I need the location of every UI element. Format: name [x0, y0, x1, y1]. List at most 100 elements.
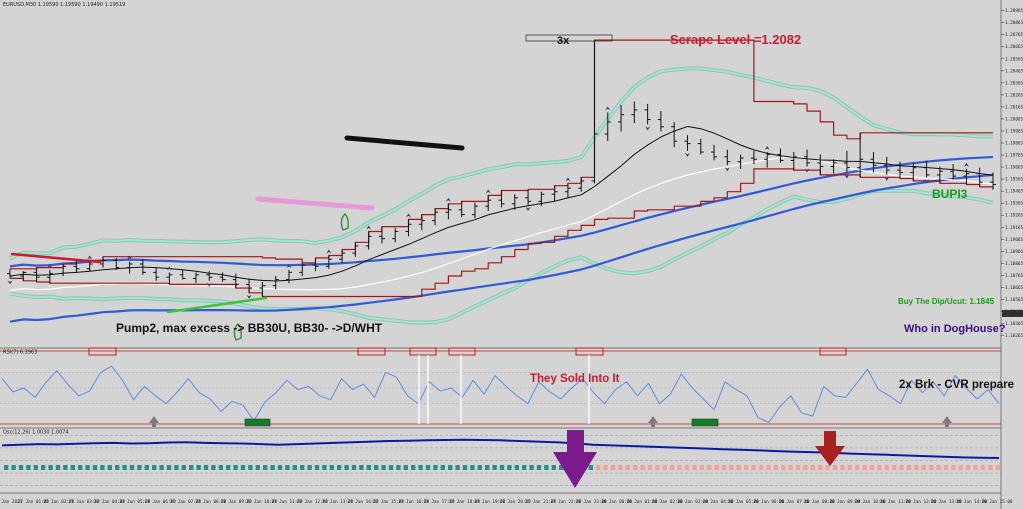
x-tick-label: 27 Jan 15:00: [373, 499, 404, 505]
x-tick-label: 27 Jan 13:00: [322, 499, 353, 505]
salmon-dot: [729, 465, 734, 470]
x-tick-label: 27 Jan 16:00: [398, 499, 429, 505]
fractal-arrow: [286, 263, 292, 268]
x-tick-label: 27 Jan 23:00: [576, 499, 607, 505]
x-tick-label: 28 Jan 13:00: [931, 499, 962, 505]
teal-dot: [551, 465, 556, 470]
overbought-box: [819, 347, 847, 356]
ohlc-bar: [166, 266, 173, 285]
teal-dot: [4, 465, 9, 470]
x-tick-label: 28 Jan 08:00: [804, 499, 835, 505]
ohlc-bar: [564, 177, 571, 198]
x-tick-label: 27 Jan 01:00: [18, 499, 49, 505]
salmon-dot: [847, 465, 852, 470]
fractal-arrow: [924, 179, 930, 184]
teal-dot: [492, 465, 497, 470]
salmon-dot: [692, 465, 697, 470]
y-tick-label: 1.18965: [1005, 249, 1023, 255]
teal-dot: [351, 465, 357, 470]
fractal-arrow: [7, 280, 13, 285]
fractal-arrow: [47, 263, 53, 268]
teal-dot: [440, 465, 445, 470]
red-down-arrow: [815, 431, 845, 466]
current-price-box: [1002, 310, 1023, 317]
up-arrow-marker: [149, 416, 159, 427]
axes: 1.20965 1.20865 1.20765 1.20665 1.20565 1.204…: [0, 8, 1023, 505]
ohlc-bar: [405, 213, 412, 237]
salmon-dot: [929, 465, 934, 470]
trendline-black: [344, 135, 465, 151]
teal-dot: [203, 465, 209, 470]
x-tick-label: 27 Jan 12:00: [297, 499, 328, 505]
x-tick-label: 27 Jan 17:00: [424, 499, 455, 505]
ohlc-bar: [458, 201, 465, 218]
salmon-dot: [951, 465, 956, 470]
sold-annotation: They Sold Into It: [530, 373, 620, 385]
y-tick-label: 1.18865: [1005, 261, 1023, 267]
salmon-dot: [618, 465, 623, 470]
scrape-level-box: [525, 34, 613, 42]
teal-dot: [536, 465, 542, 470]
ohlc-bar: [525, 189, 532, 211]
scrape-level-annotation: Scrape Level =1.2082: [670, 32, 801, 47]
teal-dot: [270, 465, 275, 470]
salmon-dot: [862, 465, 867, 470]
ohlc-bar: [936, 166, 943, 184]
ohlc-bar: [711, 144, 718, 161]
x-tick-label: 27 Jan 07:00: [170, 499, 201, 505]
buy-dip-annotation: Buy The Dip/Ucut: 1.1845: [898, 297, 995, 306]
overbought-box: [88, 347, 117, 356]
overbought-box: [448, 347, 476, 356]
salmon-dot: [758, 465, 764, 470]
fractal-arrow: [525, 206, 531, 211]
ohlc-bar: [883, 156, 890, 181]
teal-dot: [588, 465, 593, 470]
fractal-arrow: [445, 197, 451, 202]
ohlc-bar: [153, 267, 160, 281]
teal-dot: [425, 465, 431, 470]
salmon-dot: [884, 465, 889, 470]
ma-black: [9, 126, 994, 282]
fractal-arrow: [764, 146, 770, 151]
teal-dot: [33, 465, 38, 470]
y-tick-label: 1.19465: [1005, 189, 1023, 195]
fractal-arrow: [684, 152, 690, 157]
teal-dot: [544, 465, 549, 470]
ohlc-bar: [325, 249, 332, 269]
teal-dot: [55, 465, 61, 470]
ohlc-bar: [285, 263, 292, 284]
teal-dot: [366, 465, 371, 470]
salmon-dot: [721, 465, 727, 470]
trendline-red: [10, 252, 102, 264]
fractal-arrow: [366, 225, 372, 230]
teal-dot: [381, 465, 386, 470]
y-tick-label: 1.20965: [1005, 8, 1023, 14]
fractal-arrow: [645, 126, 651, 131]
fractal-arrow: [963, 162, 969, 167]
y-tick-label: 1.19165: [1005, 225, 1023, 231]
teal-dot: [263, 465, 268, 470]
overbought-box: [357, 347, 386, 356]
ohlc-bar: [418, 214, 425, 231]
teal-dot: [174, 465, 179, 470]
teal-dot: [470, 465, 475, 470]
ohlc-bar: [7, 268, 13, 285]
salmon-dot: [795, 465, 801, 470]
bb-lower-band: [9, 189, 994, 324]
salmon-dot: [973, 465, 978, 470]
salmon-dot: [655, 465, 660, 470]
teal-dot: [63, 465, 68, 470]
teal-dot: [159, 465, 164, 470]
ohlc-bar: [843, 150, 850, 179]
x-tick-label: 27 Jan 06:00: [145, 499, 176, 505]
teal-dot: [137, 465, 142, 470]
salmon-dot: [744, 465, 749, 470]
teal-dot: [374, 465, 379, 470]
salmon-dot: [714, 465, 719, 470]
hand-icon: [233, 323, 242, 341]
fractal-arrow: [206, 282, 212, 287]
teal-dot: [307, 465, 312, 470]
y-tick-label: 1.19065: [1005, 237, 1023, 243]
ohlc-bar: [498, 190, 505, 208]
